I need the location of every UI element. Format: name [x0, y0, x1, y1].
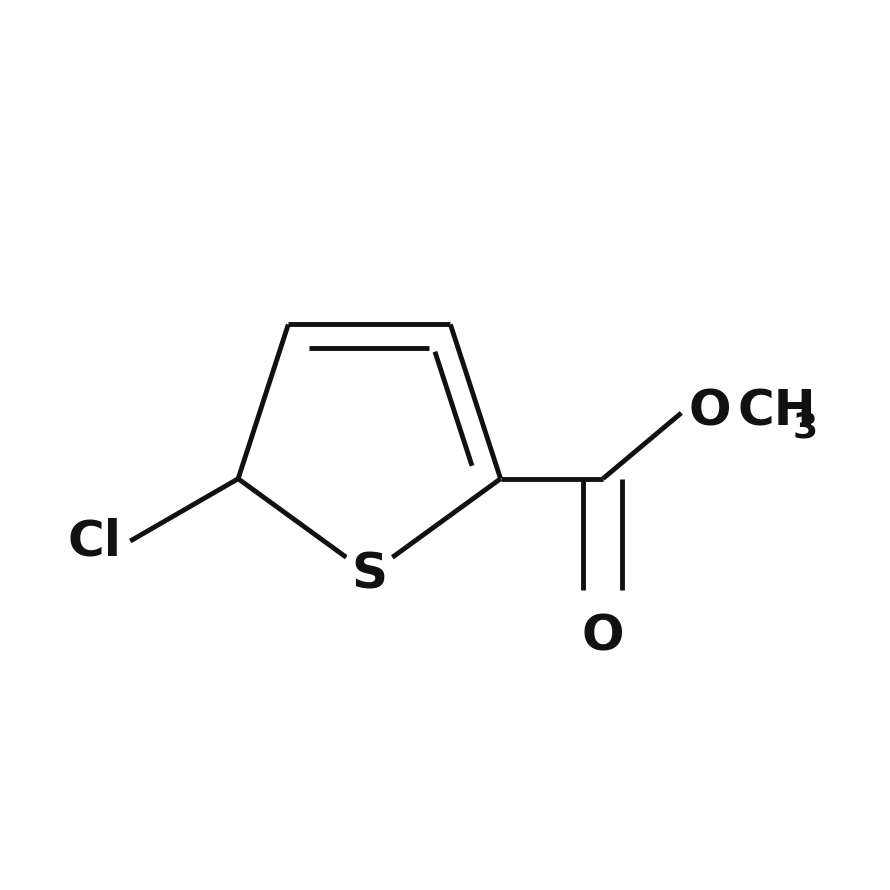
- Text: O: O: [689, 387, 731, 435]
- Text: Cl: Cl: [68, 517, 121, 565]
- Text: 3: 3: [793, 410, 818, 444]
- Text: O: O: [582, 612, 624, 660]
- Text: CH: CH: [738, 387, 816, 435]
- Text: S: S: [352, 550, 387, 598]
